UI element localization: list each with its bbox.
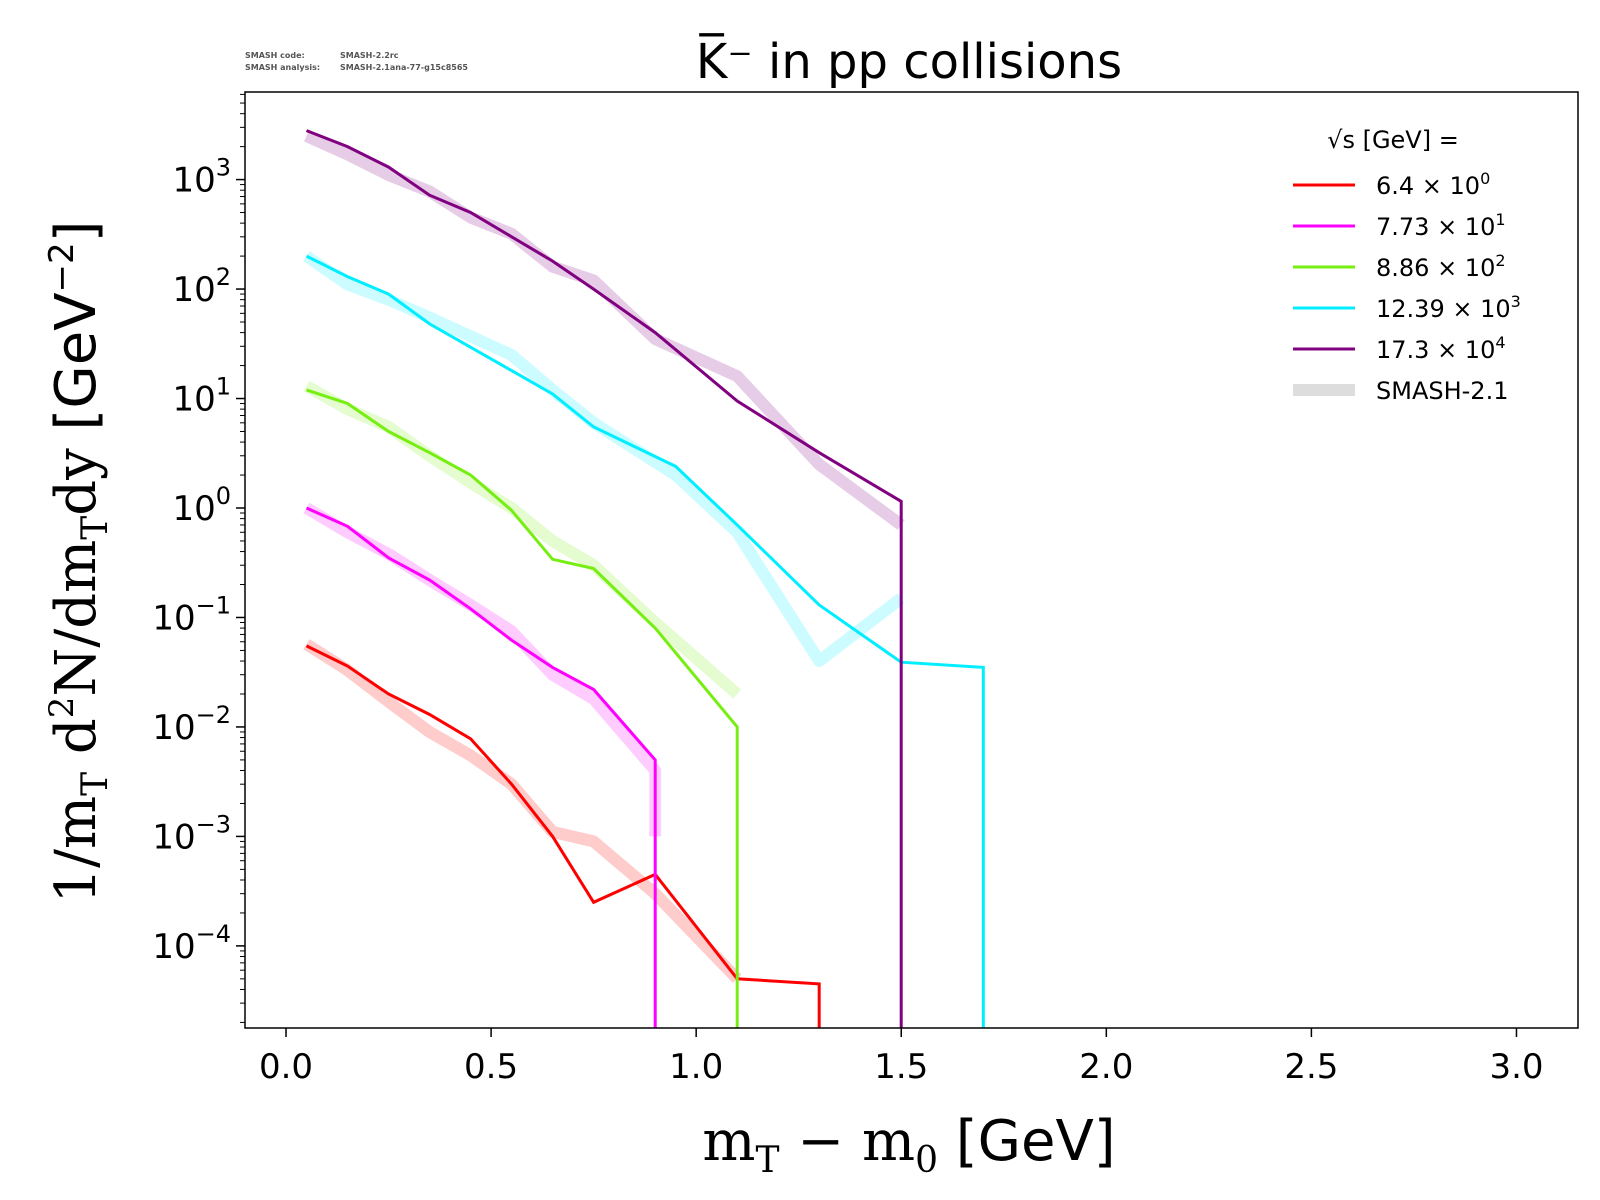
chart-title: K̅⁻ in pp collisions [696, 32, 1122, 90]
reference-lines [303, 130, 905, 983]
reference-line [303, 639, 742, 983]
meta-code-value: SMASH-2.2rc [340, 51, 399, 60]
legend: √s [GeV] = 6.4 × 100 7.73 × 101 8.86 × 102… [1293, 126, 1521, 405]
legend-label: 7.73 × 101 [1376, 210, 1506, 241]
reference-line [303, 251, 905, 667]
x-tick-label: 3.0 [1489, 1047, 1543, 1087]
meta-code-label: SMASH code: [245, 51, 305, 60]
series-line [305, 506, 657, 1028]
y-tick-label: 10−3 [152, 810, 231, 857]
x-axis-label: mT − m0 [GeV] [702, 1109, 1115, 1181]
legend-label-reference: SMASH-2.1 [1376, 377, 1508, 405]
meta-analysis-label: SMASH analysis: [245, 63, 320, 72]
x-tick-label: 1.0 [669, 1047, 723, 1087]
y-tick-label: 10−1 [152, 591, 231, 638]
x-tick-label: 0.0 [259, 1047, 313, 1087]
y-tick-label: 10−2 [152, 701, 231, 748]
y-tick-label: 101 [172, 373, 231, 420]
y-tick-label: 102 [172, 263, 231, 310]
legend-label: 17.3 × 104 [1376, 333, 1506, 364]
data-lines [305, 129, 985, 1028]
legend-label: 8.86 × 102 [1376, 251, 1506, 282]
y-axis-label: 1/mT d2N/dmTdy [GeV−2] [42, 220, 116, 903]
series-line [306, 388, 739, 1028]
series-line [305, 644, 821, 1028]
legend-title: √s [GeV] = [1327, 126, 1459, 154]
y-tick-label: 103 [172, 154, 231, 201]
y-tick-label: 10−4 [152, 920, 231, 967]
meta-analysis-value: SMASH-2.1ana-77-g15c8565 [340, 63, 468, 72]
x-tick-label: 2.5 [1284, 1047, 1338, 1087]
legend-label: 12.39 × 103 [1376, 292, 1521, 323]
reference-line [304, 130, 905, 530]
plot-frame [244, 91, 1579, 1029]
x-tick-label: 0.5 [464, 1047, 518, 1087]
legend-label: 6.4 × 100 [1376, 169, 1490, 200]
series-line [305, 129, 903, 1028]
y-axis-ticks: 103 102 101 100 10−1 10−2 10−3 10−4 [152, 93, 245, 1023]
y-tick-label: 100 [172, 482, 231, 529]
x-axis-ticks: 0.0 0.5 1.0 1.5 2.0 2.5 3.0 [259, 1028, 1544, 1087]
x-tick-label: 2.0 [1079, 1047, 1133, 1087]
x-tick-label: 1.5 [874, 1047, 928, 1087]
